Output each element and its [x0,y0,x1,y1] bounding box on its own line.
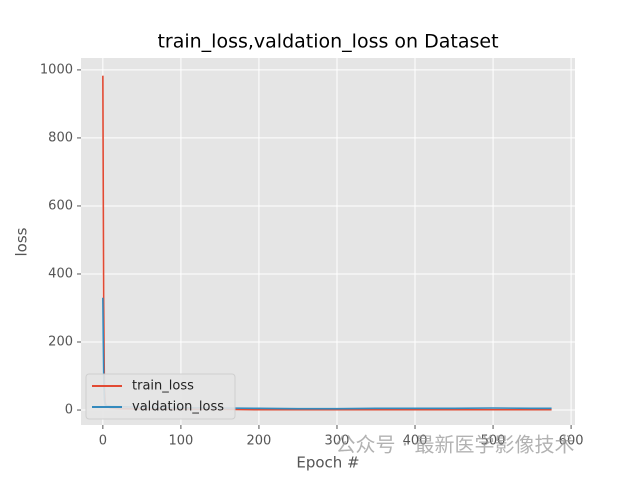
watermark: 公众号 · 最新医学影像技术 [335,433,574,457]
x-tick-label: 500 [481,434,506,449]
x-tick-label: 100 [168,434,193,449]
x-tick-label: 0 [99,434,107,449]
y-tick-label: 600 [48,198,73,213]
x-tick-label: 400 [403,434,428,449]
y-tick-label: 200 [48,335,73,350]
legend-box [85,373,236,420]
chart-title: train_loss,valdation_loss on Dataset [157,31,498,53]
y-tick-label: 400 [48,266,73,281]
x-tick-label: 200 [247,434,272,449]
plot-area [81,58,575,425]
x-tick-label: 600 [559,434,584,449]
y-tick-label: 1000 [40,62,73,77]
y-axis-label: loss [13,227,31,256]
y-tick-label: 0 [65,403,73,418]
x-tick-label: 300 [325,434,350,449]
legend-label: valdation_loss [132,400,224,415]
legend-label: train_loss [132,379,194,394]
legend: train_loss valdation_loss [85,373,236,420]
y-tick-label: 800 [48,130,73,145]
x-axis-label: Epoch # [296,454,359,472]
